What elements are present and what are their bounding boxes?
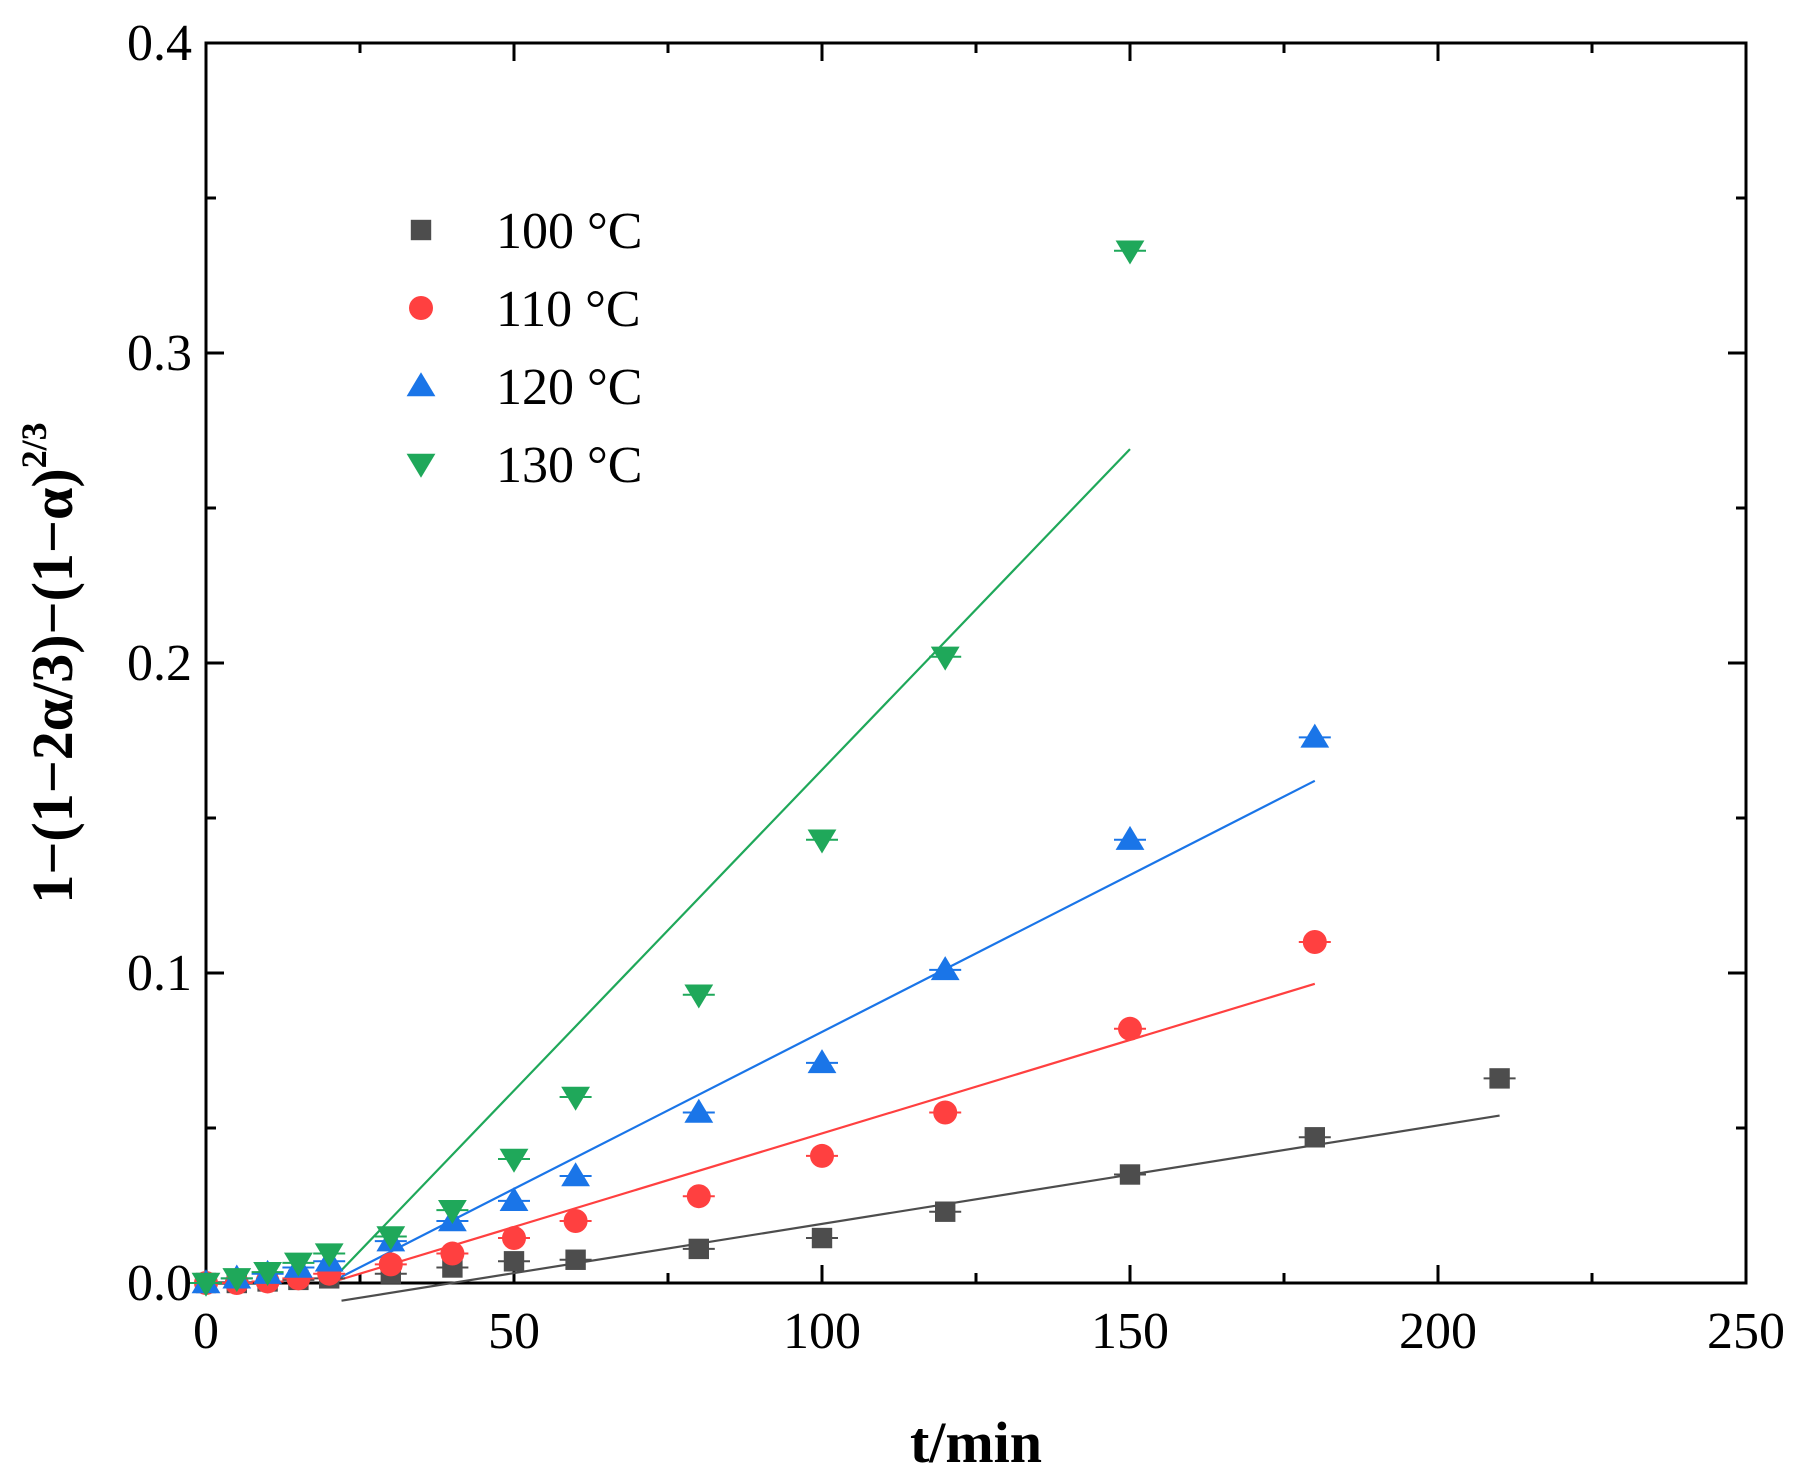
data-point: [933, 1100, 958, 1125]
legend-marker-series-3: [406, 372, 436, 397]
y-axis-title: 1−(1−2α/3)−(1−α)2/3: [14, 422, 85, 903]
y-tick-label: 0.3: [127, 325, 192, 382]
data-points: [190, 240, 1516, 1297]
legend-label-series-2: 110 °C: [496, 281, 641, 338]
legend-label-series-3: 120 °C: [496, 359, 642, 416]
data-point: [499, 1148, 529, 1173]
data-point: [1115, 825, 1145, 850]
series-3-points: [190, 723, 1331, 1294]
data-point: [935, 1201, 956, 1222]
fit-line-series-3: [328, 779, 1316, 1284]
legend-marker-series-1: [410, 219, 432, 241]
fit-line-series-2: [328, 982, 1316, 1285]
x-tick-label: 0: [193, 1303, 219, 1360]
data-point: [1489, 1068, 1510, 1089]
data-point: [499, 1187, 529, 1212]
x-tick-label: 150: [1091, 1303, 1169, 1360]
legend-marker-series-2: [409, 296, 433, 320]
data-point: [1115, 240, 1145, 265]
x-tick-label: 200: [1399, 1303, 1477, 1360]
legend-label-series-1: 100 °C: [496, 203, 642, 260]
y-axis-title-exponent: 2/3: [14, 422, 54, 468]
data-point: [684, 1098, 714, 1123]
series-4-points: [190, 240, 1146, 1297]
data-point: [191, 1272, 221, 1297]
fit-lines: [328, 448, 1500, 1302]
data-point: [807, 1049, 837, 1074]
data-point: [284, 1252, 313, 1277]
data-point: [438, 1199, 467, 1224]
legend-marker-series-4: [406, 453, 436, 478]
x-tick-label: 50: [488, 1303, 540, 1360]
data-point: [1300, 723, 1330, 748]
y-tick-label: 0.1: [127, 945, 192, 1002]
x-tick-label: 100: [783, 1303, 861, 1360]
y-tick-label: 0.2: [127, 635, 192, 692]
data-point: [563, 1209, 588, 1233]
data-point: [565, 1249, 586, 1270]
y-axis-title-main: 1−(1−2α/3)−(1−α): [20, 468, 85, 903]
data-point: [378, 1252, 403, 1277]
data-point: [930, 956, 960, 981]
data-point: [503, 1251, 525, 1272]
data-point: [253, 1261, 282, 1286]
series-2-points: [190, 930, 1331, 1295]
data-point: [376, 1226, 406, 1251]
data-point: [1119, 1164, 1141, 1185]
x-axis: 0 50 100 150 200 250: [193, 43, 1785, 1360]
data-point: [930, 646, 960, 671]
data-point: [807, 829, 837, 854]
x-tick-label: 250: [1707, 1303, 1785, 1360]
fit-line-series-4: [328, 448, 1131, 1284]
data-point: [561, 1086, 590, 1111]
data-point: [561, 1162, 590, 1187]
data-point: [222, 1268, 252, 1293]
data-point: [502, 1226, 526, 1251]
data-point: [810, 1143, 834, 1168]
data-point: [686, 1184, 711, 1209]
data-point: [440, 1241, 465, 1266]
plot-frame: [204, 41, 1748, 1285]
data-point: [684, 984, 714, 1009]
y-tick-label: 0.0: [127, 1255, 192, 1312]
data-point: [1118, 1016, 1142, 1041]
legend: 100 °C 110 °C 120 °C 130 °C: [406, 203, 642, 494]
data-point: [1304, 1127, 1325, 1148]
data-point: [1302, 930, 1327, 954]
legend-label-series-4: 130 °C: [496, 437, 642, 494]
data-point: [811, 1227, 833, 1249]
y-tick-label: 0.4: [127, 15, 192, 72]
data-point: [688, 1238, 709, 1260]
x-axis-title: t/min: [910, 1410, 1042, 1475]
data-point: [314, 1243, 344, 1268]
